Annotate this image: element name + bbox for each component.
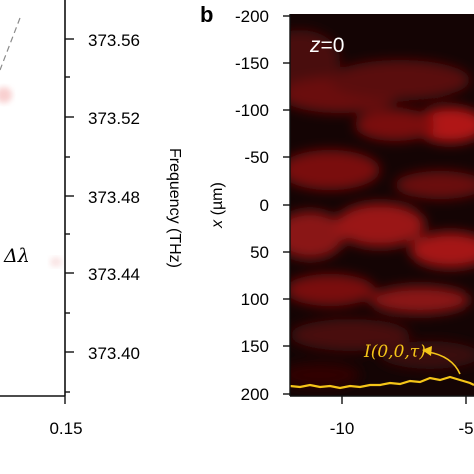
curve-label-arrowhead (422, 346, 432, 356)
y-tick-label: -200 (235, 7, 269, 26)
freq-tick-label: 373.44 (88, 265, 140, 284)
left-spot-top (0, 87, 12, 103)
y-axis-label-var: x (209, 219, 226, 229)
left-x-tick-label: 0.15 (49, 419, 82, 438)
freq-tick-marks (65, 38, 74, 393)
left-dashed-line (0, 17, 21, 71)
delta-lambda-annotation: Δλ (3, 245, 30, 267)
left-spot-middle (50, 257, 62, 267)
panel-letter-b: b (200, 2, 213, 27)
left-panel: 373.56 373.52 373.48 373.44 373.40 Frequ… (0, 0, 183, 438)
y-tick-label: 150 (241, 337, 269, 356)
y-tick-label: 0 (260, 196, 269, 215)
slice-label-eq: =0 (321, 34, 345, 57)
freq-tick-label: 373.40 (88, 344, 140, 363)
y-axis-label-unit: (µm) (209, 182, 226, 220)
intensity-heatmap (290, 14, 474, 396)
y-tick-label: 100 (241, 290, 269, 309)
freq-axis-label: Frequency (THz) (166, 148, 183, 268)
y-tick-labels: -200 -150 -100 -50 0 50 100 150 200 (235, 7, 269, 404)
freq-tick-label: 373.56 (88, 31, 140, 50)
x-tick-label: -10 (330, 419, 355, 438)
curve-label-arrow (427, 351, 461, 375)
slice-label-var: z (309, 34, 321, 57)
slice-label: z=0 (309, 34, 344, 57)
y-tick-label: -150 (235, 54, 269, 73)
curve-label: I(0,0,τ) (363, 342, 426, 362)
freq-tick-label: 373.48 (88, 188, 140, 207)
intensity-curve (289, 375, 474, 390)
right-panel: b z=0 (200, 2, 474, 438)
x-tick-label: -5 (458, 419, 473, 438)
y-tick-marks (283, 15, 290, 395)
y-tick-label: -100 (235, 101, 269, 120)
freq-tick-label: 373.52 (88, 109, 140, 128)
y-tick-label: 50 (250, 243, 269, 262)
y-tick-label: 200 (241, 385, 269, 404)
y-tick-label: -50 (244, 148, 269, 167)
y-axis-label: x (µm) (209, 182, 226, 229)
x-tick-marks (341, 396, 467, 404)
